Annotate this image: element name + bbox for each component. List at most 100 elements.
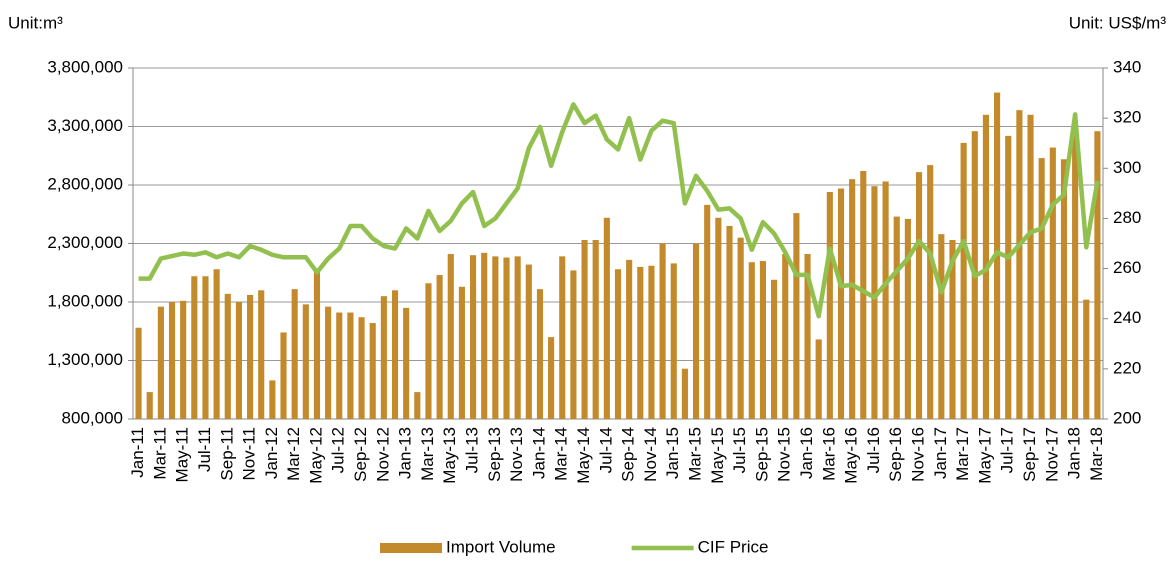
x-tick-label: Nov-15: [775, 427, 794, 482]
bar: [748, 262, 755, 419]
bar: [425, 283, 432, 419]
x-tick-label: Sep-14: [619, 427, 638, 482]
bar: [202, 276, 209, 419]
x-tick-label: Sep-17: [1020, 427, 1039, 482]
bar: [168, 302, 176, 419]
bar: [804, 254, 811, 419]
x-tick-label: Sep-16: [886, 427, 905, 482]
x-tick-label: Sep-15: [752, 427, 771, 482]
x-tick-label: Jul-17: [998, 427, 1017, 473]
bar: [514, 256, 521, 419]
bar: [1027, 114, 1034, 420]
bar: [1049, 147, 1056, 419]
x-tick-label: May-16: [842, 427, 861, 484]
bar: [581, 239, 588, 419]
bar: [626, 259, 633, 419]
x-tick-label: Jan-12: [262, 427, 281, 479]
bar: [146, 392, 153, 419]
bar: [447, 254, 454, 419]
bar: [793, 213, 800, 419]
x-tick-label: Jan-13: [396, 427, 415, 479]
legend-label: Import Volume: [446, 537, 556, 556]
x-tick-label: Jul-14: [596, 427, 615, 473]
legend-swatch: [380, 543, 442, 553]
bar: [670, 263, 677, 419]
bar: [458, 286, 465, 419]
y-tick-label: 800,000: [62, 408, 123, 427]
bar: [325, 306, 332, 419]
x-tick-label: Jul-12: [329, 427, 348, 473]
y2-tick-label: 200: [1113, 408, 1141, 427]
y2-axis-unit: Unit: US$/m³: [1069, 13, 1167, 32]
bar: [180, 300, 187, 419]
bar: [436, 275, 443, 419]
x-tick-label: Jan-15: [663, 427, 682, 479]
y-tick-label: 1,300,000: [47, 350, 123, 369]
bar: [659, 243, 666, 419]
bar: [938, 234, 945, 419]
x-tick-label: Jul-15: [730, 427, 749, 473]
bar: [302, 304, 309, 419]
bar: [603, 217, 610, 419]
y-tick-label: 2,800,000: [47, 174, 123, 193]
x-tick-label: Mar-12: [284, 427, 303, 481]
x-tick-label: May-14: [574, 427, 593, 484]
bar: [1094, 131, 1101, 419]
bar: [737, 237, 744, 419]
bar: [860, 170, 867, 419]
bar: [536, 289, 544, 419]
line: [138, 102, 1100, 319]
x-tick-label: Jul-13: [463, 427, 482, 473]
bar: [258, 290, 265, 419]
y2-tick-label: 340: [1113, 57, 1141, 76]
bar: [960, 142, 967, 419]
y2-tick-label: 240: [1113, 308, 1141, 327]
y-tick-label: 2,300,000: [47, 233, 123, 252]
bar: [336, 312, 343, 419]
bar: [915, 172, 923, 419]
x-tick-label: Jul-16: [864, 427, 883, 473]
x-tick-label: Nov-13: [507, 427, 526, 482]
x-tick-label: Jan-14: [529, 427, 548, 479]
bar: [280, 332, 287, 419]
bar: [213, 269, 220, 419]
bar: [570, 270, 577, 419]
bar: [469, 255, 477, 419]
y-tick-label: 3,800,000: [47, 57, 123, 76]
bar: [614, 269, 622, 419]
x-tick-label: Mar-16: [819, 427, 838, 481]
y2-tick-label: 320: [1113, 108, 1141, 127]
x-tick-label: Jan-17: [931, 427, 950, 479]
x-tick-label: Mar-15: [686, 427, 705, 481]
bar: [503, 257, 510, 419]
bar: [726, 225, 733, 419]
x-tick-label: Jul-11: [195, 427, 214, 472]
bar: [291, 289, 298, 419]
bar: [692, 243, 700, 419]
bar: [358, 317, 365, 419]
bar: [782, 254, 789, 419]
x-tick-label: May-17: [975, 427, 994, 484]
bar: [648, 265, 655, 419]
y2-tick-label: 300: [1113, 158, 1141, 177]
x-tick-label: Jan-16: [797, 427, 816, 479]
bar: [548, 337, 555, 419]
x-tick-label: May-11: [173, 427, 192, 482]
x-tick-label: May-15: [708, 427, 727, 484]
x-tick-label: Nov-16: [909, 427, 928, 482]
bar: [815, 339, 822, 419]
x-tick-label: Mar-13: [418, 427, 437, 481]
bar: [882, 181, 889, 419]
bar: [849, 179, 856, 419]
bar: [269, 380, 276, 419]
bar: [414, 392, 421, 419]
x-tick-label: May-13: [440, 427, 459, 484]
bar: [1005, 135, 1012, 420]
bar: [893, 216, 900, 419]
x-tick-label: Nov-12: [373, 427, 392, 482]
x-tick-label: Mar-18: [1087, 427, 1106, 481]
bar: [759, 261, 767, 419]
bar: [927, 165, 934, 419]
bar: [949, 239, 956, 419]
bar: [771, 279, 778, 419]
